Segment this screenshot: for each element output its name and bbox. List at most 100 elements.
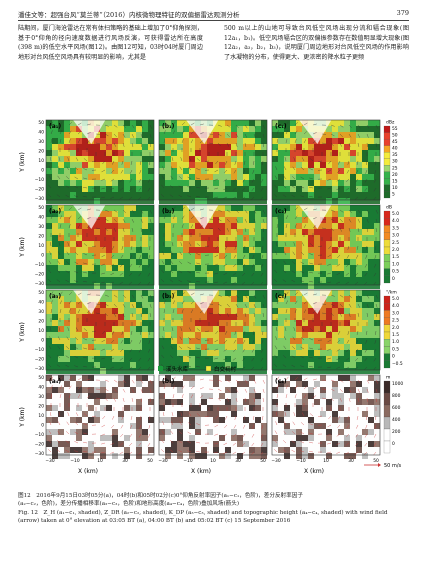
y-axis-label-row1: Y (km) <box>19 152 26 173</box>
y-tick-label: 30 <box>38 224 44 230</box>
y-tick-label: −20 <box>35 187 44 193</box>
colorbar-tick-label: 600 <box>392 405 401 411</box>
panel-label: (c₂) <box>275 208 287 215</box>
colorbar-tick-label: 30 <box>392 159 398 165</box>
colorbar-tick-label: 20 <box>392 172 398 178</box>
colorbar-unit: dBz <box>386 120 395 126</box>
x-tick-label: −30 <box>271 458 280 464</box>
colorbar-unit: dB <box>386 205 392 211</box>
colorbar-tick-label: 4.0 <box>392 303 399 309</box>
y-tick-label: −30 <box>35 451 44 457</box>
panel-row2-0: (a₂) <box>45 204 155 289</box>
x-tick-label: 30 <box>235 458 241 464</box>
y-tick-label: 0 <box>41 423 44 429</box>
colorbar-tick-label: 3.0 <box>392 233 399 239</box>
y-tick-label: 0 <box>41 253 44 259</box>
colorbar-tick-label: 0.5 <box>392 269 399 275</box>
y-tick-label: 10 <box>38 328 44 334</box>
colorbar-row2: dB5.04.03.5 3.02.52.01.51.0 0.50 <box>383 205 399 284</box>
y-tick-label: 10 <box>38 243 44 249</box>
colorbar-tick-label: 25 <box>392 165 398 171</box>
colorbar-tick-label: 0 <box>392 441 395 447</box>
colorbar-tick-label: 45 <box>392 139 398 145</box>
colorbar-tick-label: 1000 <box>392 381 403 387</box>
y-tick-label: 20 <box>38 404 44 410</box>
x-axis-label-b: X (km) <box>191 468 211 475</box>
y-axis-label-row3: Y (km) <box>19 322 26 343</box>
panel-row3-1: (b₃) <box>158 289 268 374</box>
legend-marker2-label: 白交祠村 <box>214 365 237 373</box>
panel-label: (a₁) <box>49 123 61 130</box>
y-ticks-row1: 50 40 30 20 10 0 −10 −20 −30 <box>35 120 44 202</box>
panel-label: (b₁) <box>162 123 175 130</box>
colorbar-tick-label: 15 <box>392 178 398 184</box>
y-ticks-row2: 50 40 30 20 10 0 −10 −20 −30 <box>35 205 44 287</box>
x-tick-label: 50 <box>260 458 266 464</box>
y-tick-label: −10 <box>35 177 44 183</box>
panel-row4-2: (c₄) <box>271 374 381 459</box>
panel-row1-2: (c₁) <box>271 119 381 204</box>
y-tick-label: 50 <box>38 120 44 126</box>
y-tick-label: −20 <box>35 272 44 278</box>
panel-label: (c₃) <box>275 293 287 300</box>
x-tick-label: −10 <box>183 458 192 464</box>
colorbar-tick-label: 3.5 <box>392 225 399 231</box>
colorbar-tick-label: 40 <box>392 146 398 152</box>
y-tick-label: −20 <box>35 442 44 448</box>
colorbar-tick-label: 4.0 <box>392 218 399 224</box>
y-tick-label: 0 <box>41 338 44 344</box>
legend-marker1-label: 溪头水库 <box>166 365 189 373</box>
colorbar-tick-label: 50 <box>392 133 398 139</box>
body-text: 陆期间，厦门海沧雷达在常有体扫策略的基础上增加了0°仰角探测，基于0°仰角的径向… <box>18 24 409 110</box>
body-text-right-column: 500 m以上的山地可导致台风低空风场出现分流和辐合现象(图12a₁，b₁)。低… <box>224 25 409 61</box>
y-tick-label: −20 <box>35 357 44 363</box>
y-tick-label: 30 <box>38 309 44 315</box>
colorbar-tick-label: 1.0 <box>392 339 399 345</box>
caption-cn-line1: 图12 2016年9月15日03时05分(a)，04时(b)和05时02分(c)… <box>18 493 303 499</box>
colorbar-tick-label: 1.5 <box>392 332 399 338</box>
y-tick-label: 20 <box>38 149 44 155</box>
x-tick-label: 30 <box>348 458 354 464</box>
panel-label: (a₄) <box>49 378 61 385</box>
x-tick-label: −30 <box>158 458 167 464</box>
colorbar-tick-label: 5.0 <box>392 211 399 217</box>
y-tick-label: 10 <box>38 413 44 419</box>
panel-row2-2: (c₂) <box>271 204 381 289</box>
panel-label: (a₂) <box>49 208 61 215</box>
colorbar-tick-label: 800 <box>392 393 401 399</box>
figure-caption: 图12 2016年9月15日03时05分(a)，04时(b)和05时02分(c)… <box>18 492 409 526</box>
colorbar-tick-label: 0 <box>392 354 395 360</box>
panel-label: (a₃) <box>49 293 61 300</box>
y-tick-label: 40 <box>38 300 44 306</box>
panel-row4-1: (b₄) <box>158 374 268 459</box>
y-tick-label: 40 <box>38 130 44 136</box>
panel-row3-2: (c₃) <box>271 289 381 374</box>
x-tick-label: 10 <box>210 458 216 464</box>
x-tick-label: −10 <box>296 458 305 464</box>
x-tick-label: 50 <box>147 458 153 464</box>
panel-row1-1: (b₁) <box>158 119 268 204</box>
colorbar-tick-label: 10 <box>392 185 398 191</box>
y-tick-label: 50 <box>38 290 44 296</box>
running-header: 潘佳文等：超强台风“莫兰蒂”（2016）内核微物理特征的双偏振雷达观测分析 37… <box>18 8 409 21</box>
colorbar-unit: m <box>386 376 390 381</box>
panel-label: (b₄) <box>162 378 175 385</box>
colorbar-tick-label: 400 <box>392 417 401 423</box>
y-tick-label: −30 <box>35 196 44 202</box>
x-tick-label: 30 <box>122 458 128 464</box>
x-tick-label: −10 <box>70 458 79 464</box>
x-axis-label-c: X (km) <box>304 468 324 475</box>
header-title: 潘佳文等：超强台风“莫兰蒂”（2016）内核微物理特征的双偏振雷达观测分析 <box>18 11 240 19</box>
panel-row1-0: (a₁) <box>45 119 155 204</box>
y-tick-label: 30 <box>38 394 44 400</box>
body-text-left-column: 陆期间，厦门海沧雷达在常有体扫策略的基础上增加了0°仰角探测，基于0°仰角的径向… <box>18 25 203 61</box>
colorbar-tick-label: 35 <box>392 152 398 158</box>
colorbar-tick-label: 0 <box>392 276 395 282</box>
colorbar-tick-label: 1.5 <box>392 254 399 260</box>
colorbar-tick-label: 55 <box>392 126 398 132</box>
x-tick-label: 10 <box>323 458 329 464</box>
y-tick-label: −30 <box>35 281 44 287</box>
